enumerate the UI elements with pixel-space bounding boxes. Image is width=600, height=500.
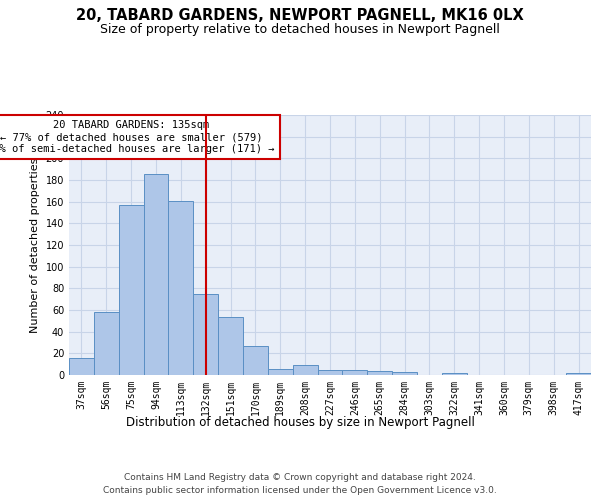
Bar: [169, 200, 193, 375]
Bar: [442, 373, 467, 375]
Bar: [566, 373, 591, 375]
Text: Size of property relative to detached houses in Newport Pagnell: Size of property relative to detached ho…: [100, 22, 500, 36]
Text: Distribution of detached houses by size in Newport Pagnell: Distribution of detached houses by size …: [125, 416, 475, 429]
Y-axis label: Number of detached properties: Number of detached properties: [30, 158, 40, 332]
Bar: [367, 370, 392, 375]
Bar: [193, 294, 218, 375]
Bar: [119, 205, 143, 375]
Text: 20, TABARD GARDENS, NEWPORT PAGNELL, MK16 0LX: 20, TABARD GARDENS, NEWPORT PAGNELL, MK1…: [76, 8, 524, 22]
Bar: [293, 365, 317, 375]
Text: Contains HM Land Registry data © Crown copyright and database right 2024.
Contai: Contains HM Land Registry data © Crown c…: [103, 474, 497, 495]
Text: 20 TABARD GARDENS: 135sqm
← 77% of detached houses are smaller (579)
23% of semi: 20 TABARD GARDENS: 135sqm ← 77% of detac…: [0, 120, 275, 154]
Bar: [243, 346, 268, 375]
Bar: [69, 358, 94, 375]
Bar: [143, 174, 169, 375]
Bar: [317, 370, 343, 375]
Bar: [268, 368, 293, 375]
Bar: [218, 316, 243, 375]
Bar: [343, 370, 367, 375]
Bar: [94, 312, 119, 375]
Bar: [392, 372, 417, 375]
